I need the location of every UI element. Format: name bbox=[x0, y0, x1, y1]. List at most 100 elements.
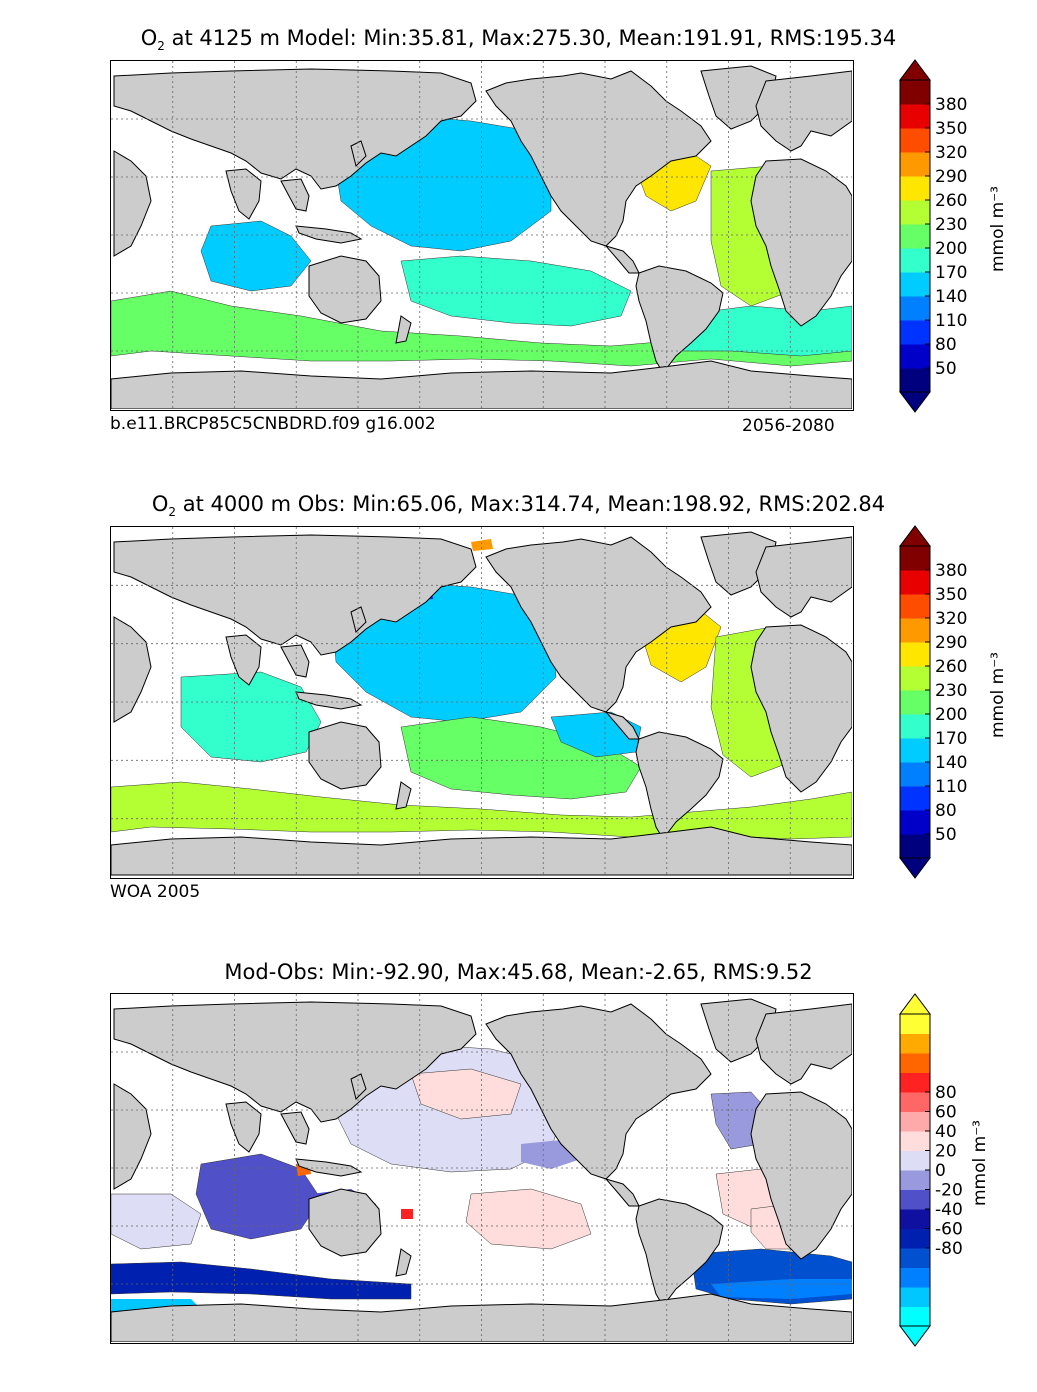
land-mass bbox=[750, 158, 852, 327]
colorbar-swatch bbox=[900, 296, 930, 321]
title-main: Mod-Obs: Min:-92.90, Max:45.68, Mean:-2.… bbox=[224, 960, 813, 984]
colorbar-max-extension bbox=[899, 993, 931, 1015]
colorbar-tick-label: -60 bbox=[935, 1220, 963, 1240]
colorbar-swatch bbox=[900, 344, 930, 369]
colorbar-tick-label: 0 bbox=[935, 1161, 946, 1181]
land-mass bbox=[395, 781, 412, 810]
panel-model: O2 at 4125 m Model: Min:35.81, Max:275.3… bbox=[0, 0, 1037, 458]
colorbar-canvas: 50 80 110 140 170 200 230 260 290 320 350 380 bbox=[899, 59, 967, 413]
colorbar-min-extension bbox=[899, 1325, 931, 1347]
colorbar-tick-label: 290 bbox=[935, 633, 967, 653]
land-mass bbox=[750, 1091, 852, 1260]
land-mass bbox=[308, 1188, 382, 1257]
land-mass bbox=[295, 691, 363, 710]
colorbar-tick-label: 60 bbox=[935, 1103, 957, 1123]
colorbar-swatch bbox=[900, 1228, 930, 1249]
colorbar-swatch bbox=[900, 1209, 930, 1229]
colorbar-tick-label: -20 bbox=[935, 1181, 963, 1201]
land-mass bbox=[700, 65, 777, 130]
colorbar-tick-label: 290 bbox=[935, 167, 967, 187]
contour-region bbox=[400, 255, 632, 327]
colorbar-tick-label: 40 bbox=[935, 1122, 957, 1142]
map-plot bbox=[110, 526, 854, 879]
contour-region bbox=[195, 1153, 322, 1240]
colorbar-swatch bbox=[900, 1033, 930, 1054]
map-canvas bbox=[111, 61, 852, 409]
colorbar-tick-label: 380 bbox=[935, 95, 967, 115]
colorbar-swatch bbox=[900, 786, 930, 811]
map-plot bbox=[110, 993, 854, 1344]
colorbar-swatch bbox=[900, 594, 930, 619]
colorbar: -80 -60 -40 -20 0 20 40 60 80 bbox=[898, 992, 1018, 1348]
colorbar-frame bbox=[899, 545, 931, 859]
colorbar-swatch bbox=[900, 546, 930, 571]
colorbar-tick-label: -40 bbox=[935, 1200, 963, 1220]
title-subscript: 2 bbox=[168, 505, 177, 520]
colorbar-swatch bbox=[900, 1150, 930, 1171]
contour-region bbox=[465, 1188, 592, 1250]
colorbar-swatch bbox=[900, 248, 930, 273]
contour-region bbox=[200, 220, 312, 292]
contour-region bbox=[180, 671, 322, 763]
land-mass bbox=[755, 1003, 852, 1085]
colorbar-tick-label: 380 bbox=[935, 561, 967, 581]
colorbar-swatch bbox=[900, 80, 930, 105]
land-mass bbox=[308, 255, 382, 324]
colorbar-tick-label: 170 bbox=[935, 729, 967, 749]
title-subscript: 2 bbox=[157, 39, 165, 54]
land-mass bbox=[395, 1248, 412, 1277]
colorbar-tick-label: 230 bbox=[935, 215, 967, 235]
colorbar-swatch bbox=[900, 272, 930, 297]
colorbar-tick-label: 50 bbox=[935, 825, 957, 845]
colorbar-swatch bbox=[900, 1287, 930, 1307]
land-mass bbox=[755, 536, 852, 618]
contour-region bbox=[471, 539, 493, 551]
colorbar-swatch bbox=[900, 1267, 930, 1288]
land-mass bbox=[113, 1001, 477, 1123]
title-main: O bbox=[151, 492, 169, 516]
title-rest: at 4125 m Model: Min:35.81, Max:275.30, … bbox=[164, 26, 897, 50]
land-mass bbox=[635, 731, 724, 840]
colorbar-swatch bbox=[900, 152, 930, 177]
colorbar-swatch bbox=[900, 1111, 930, 1132]
colorbar-swatch bbox=[900, 224, 930, 249]
period-note: 2056-2080 bbox=[742, 416, 835, 436]
colorbar-tick-label: 320 bbox=[935, 609, 967, 629]
colorbar-unit: mmol m⁻³ bbox=[970, 1120, 990, 1206]
colorbar-max-extension bbox=[899, 59, 931, 81]
colorbar-swatch bbox=[900, 570, 930, 595]
colorbar-swatch bbox=[900, 368, 930, 393]
panel-obs: O2 at 4000 m Obs: Min:65.06, Max:314.74,… bbox=[0, 466, 1037, 924]
land-mass bbox=[485, 1003, 712, 1180]
colorbar-swatch bbox=[900, 714, 930, 739]
map-canvas bbox=[111, 527, 852, 877]
colorbar-unit: mmol m⁻³ bbox=[988, 652, 1008, 738]
colorbar-canvas: 50 80 110 140 170 200 230 260 290 320 350 380 bbox=[899, 525, 967, 879]
colorbar-swatch bbox=[900, 1131, 930, 1151]
colorbar-tick-label: 350 bbox=[935, 585, 967, 605]
colorbar-tick-label: 260 bbox=[935, 191, 967, 211]
colorbar-tick-label: 260 bbox=[935, 657, 967, 677]
title-main: O bbox=[140, 26, 158, 50]
land-mass bbox=[280, 178, 310, 212]
land-mass bbox=[280, 644, 310, 678]
land-mass bbox=[308, 721, 382, 790]
contour-region bbox=[410, 1068, 522, 1120]
source-note: b.e11.BRCP85C5CNBDRD.f09 g16.002 bbox=[110, 414, 436, 434]
colorbar-swatch bbox=[900, 738, 930, 763]
land-mass bbox=[700, 531, 777, 596]
land-mass bbox=[295, 1158, 363, 1177]
colorbar-tick-label: 80 bbox=[935, 1083, 957, 1103]
colorbar-swatch bbox=[900, 1306, 930, 1327]
colorbar-tick-label: 50 bbox=[935, 359, 957, 379]
land-mass bbox=[113, 616, 152, 723]
colorbar-swatch bbox=[900, 810, 930, 835]
colorbar-swatch bbox=[900, 834, 930, 859]
colorbar-unit: mmol m⁻³ bbox=[988, 186, 1008, 272]
colorbar-swatch bbox=[900, 762, 930, 787]
land-mass bbox=[295, 225, 363, 244]
colorbar-swatch bbox=[900, 690, 930, 715]
colorbar-min-extension bbox=[899, 857, 931, 879]
colorbar-tick-label: 140 bbox=[935, 753, 967, 773]
colorbar-swatch bbox=[900, 1014, 930, 1034]
